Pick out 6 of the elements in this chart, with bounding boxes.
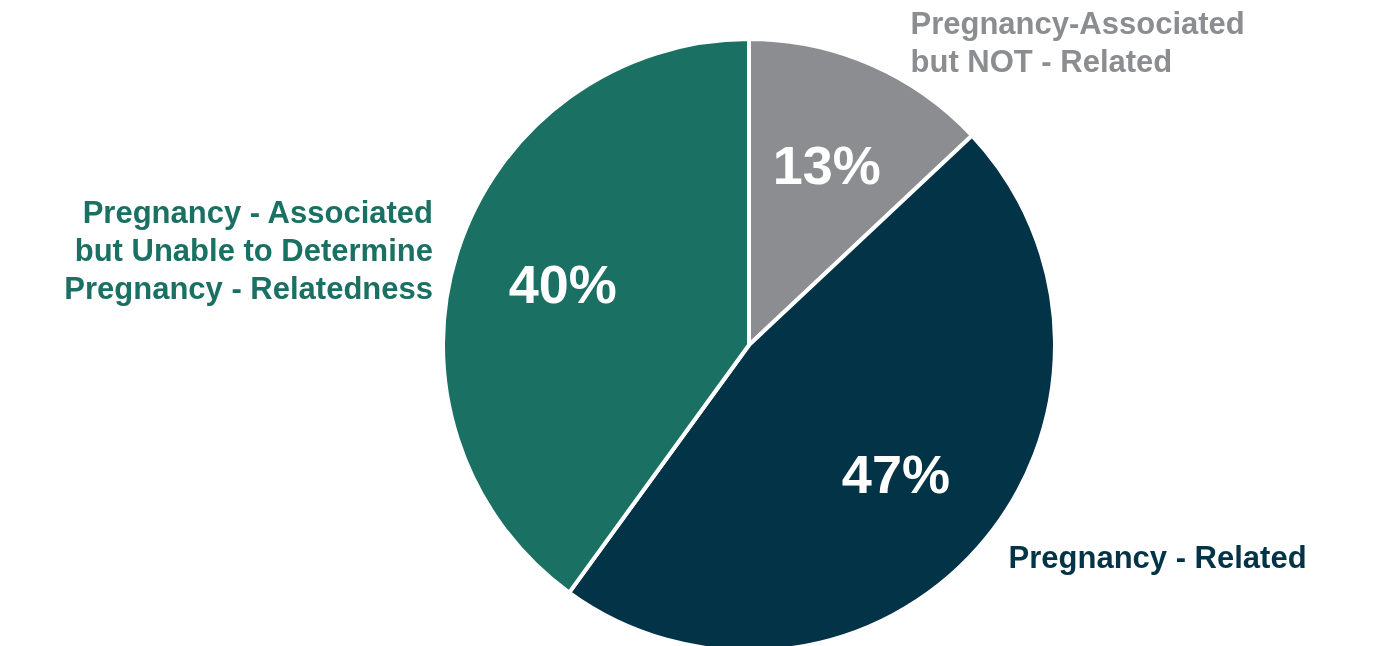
slice-label: Pregnancy - Related: [1008, 540, 1307, 576]
slice-label: Pregnancy - Associated but Unable to Determine Pregnancy - Relatedness: [64, 195, 433, 307]
data-label: 47%: [841, 444, 950, 505]
data-label: 13%: [772, 135, 881, 196]
data-label: 40%: [508, 254, 617, 315]
slice-label: Pregnancy-Associated but NOT - Related: [910, 5, 1245, 79]
